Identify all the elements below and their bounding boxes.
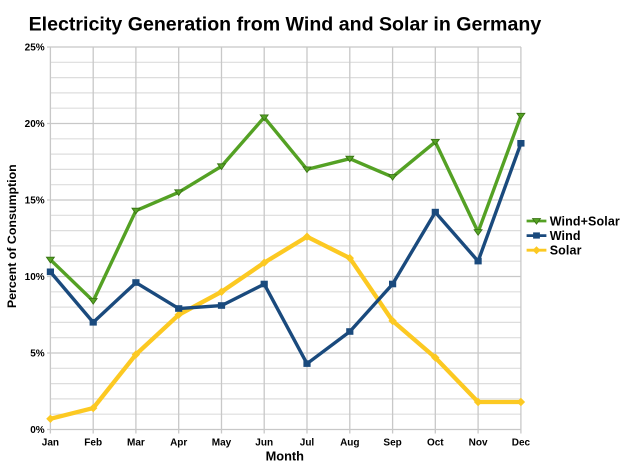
svg-text:Percent of Consumption: Percent of Consumption [5, 164, 19, 308]
svg-text:Solar: Solar [550, 244, 582, 258]
svg-text:Jan: Jan [42, 437, 59, 448]
svg-text:Apr: Apr [170, 437, 187, 448]
svg-text:25%: 25% [25, 43, 45, 54]
svg-text:Wind: Wind [550, 229, 581, 243]
svg-text:5%: 5% [30, 349, 45, 360]
svg-text:Aug: Aug [340, 437, 359, 448]
svg-text:Dec: Dec [512, 437, 531, 448]
svg-text:0%: 0% [30, 425, 45, 436]
svg-text:15%: 15% [25, 196, 45, 207]
svg-text:Mar: Mar [127, 437, 145, 448]
svg-text:Jul: Jul [300, 437, 315, 448]
svg-text:Month: Month [266, 448, 305, 463]
svg-text:Nov: Nov [469, 437, 488, 448]
svg-text:Oct: Oct [427, 437, 444, 448]
svg-text:Sep: Sep [383, 437, 401, 448]
svg-text:May: May [212, 437, 232, 448]
svg-text:Wind+Solar: Wind+Solar [550, 214, 620, 228]
svg-text:10%: 10% [25, 272, 45, 283]
svg-text:Electricity Generation from Wi: Electricity Generation from Wind and Sol… [29, 14, 542, 36]
svg-text:Jun: Jun [255, 437, 273, 448]
svg-text:Feb: Feb [84, 437, 102, 448]
svg-text:20%: 20% [25, 119, 45, 130]
